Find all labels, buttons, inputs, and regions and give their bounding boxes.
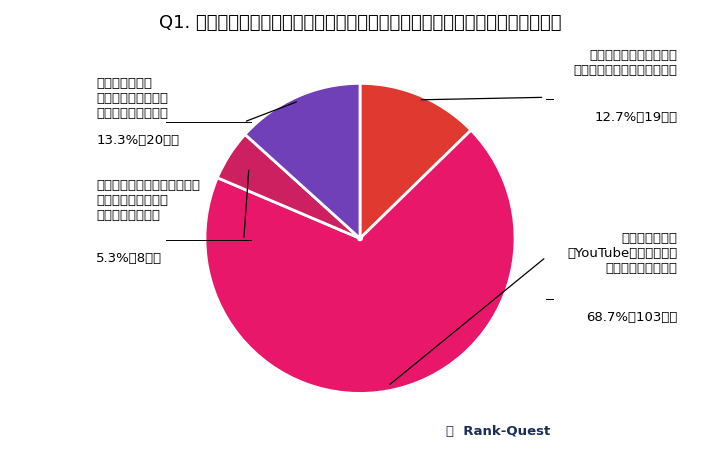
Text: Q1. 普段、あなたが最もよく利用するオンラインコンテンツ形式はどれですか？: Q1. 普段、あなたが最もよく利用するオンラインコンテンツ形式はどれですか？ — [158, 14, 562, 31]
Text: 画像・図解中心のコンテンツ
（わかりやすい図や
イラスト、写真）: 画像・図解中心のコンテンツ （わかりやすい図や イラスト、写真） — [96, 178, 200, 222]
Wedge shape — [360, 84, 471, 238]
Text: 音声コンテンツ
（ポッドキャスト、
オーディオブック）: 音声コンテンツ （ポッドキャスト、 オーディオブック） — [96, 76, 168, 119]
Wedge shape — [245, 84, 360, 238]
Text: 文章メインのコンテンツ
（記事、ブログ、ニュース）: 文章メインのコンテンツ （記事、ブログ、ニュース） — [574, 49, 678, 76]
Wedge shape — [205, 131, 515, 394]
Text: 13.3%（20名）: 13.3%（20名） — [96, 134, 179, 147]
Text: 動画コンテンツ
（YouTube、短尺動画、
セミナー動画など）: 動画コンテンツ （YouTube、短尺動画、 セミナー動画など） — [567, 231, 678, 274]
Text: Ⓡ  Rank-Quest: Ⓡ Rank-Quest — [446, 424, 551, 437]
Wedge shape — [217, 135, 359, 238]
Text: 12.7%（19名）: 12.7%（19名） — [595, 111, 678, 123]
Text: 5.3%（8名）: 5.3%（8名） — [96, 251, 163, 264]
Text: 68.7%（103名）: 68.7%（103名） — [587, 310, 678, 323]
